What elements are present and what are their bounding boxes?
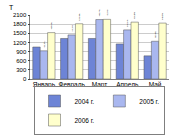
- svg-text:1800: 1800: [13, 21, 27, 27]
- svg-text:2005 г.: 2005 г.: [139, 98, 159, 105]
- svg-text:300: 300: [16, 67, 27, 73]
- svg-text:900: 900: [16, 49, 27, 55]
- svg-text:+46,7%: +46,7%: [98, 9, 101, 16]
- svg-text:Январь: Январь: [32, 81, 55, 89]
- svg-text:2004 г.: 2004 г.: [75, 98, 95, 105]
- svg-text:+62,9%: +62,9%: [154, 31, 157, 38]
- svg-text:+64,5%: +64,5%: [50, 22, 53, 29]
- svg-text:+40,1%: +40,1%: [126, 20, 129, 27]
- svg-text:+8,7%: +8,7%: [71, 24, 74, 32]
- svg-text:Февраль: Февраль: [58, 81, 85, 89]
- svg-text:0: 0: [23, 76, 27, 82]
- svg-text:Т: Т: [9, 4, 14, 11]
- svg-text:+48,2%: +48,2%: [161, 13, 164, 20]
- svg-text:1500: 1500: [13, 30, 27, 36]
- svg-text:2100: 2100: [13, 12, 27, 18]
- svg-text:Апрель: Апрель: [116, 81, 139, 89]
- svg-text:+0,3%: +0,3%: [106, 8, 109, 16]
- svg-text:600: 600: [16, 58, 27, 64]
- svg-text:-11,9%: -11,9%: [43, 41, 46, 48]
- svg-text:2006 г.: 2006 г.: [75, 117, 95, 124]
- svg-text:+15,8%: +15,8%: [133, 12, 136, 19]
- svg-text:+25,4%: +25,4%: [78, 13, 81, 20]
- svg-text:Март: Март: [91, 81, 108, 89]
- svg-text:Май: Май: [148, 81, 162, 89]
- svg-text:1200: 1200: [13, 40, 27, 46]
